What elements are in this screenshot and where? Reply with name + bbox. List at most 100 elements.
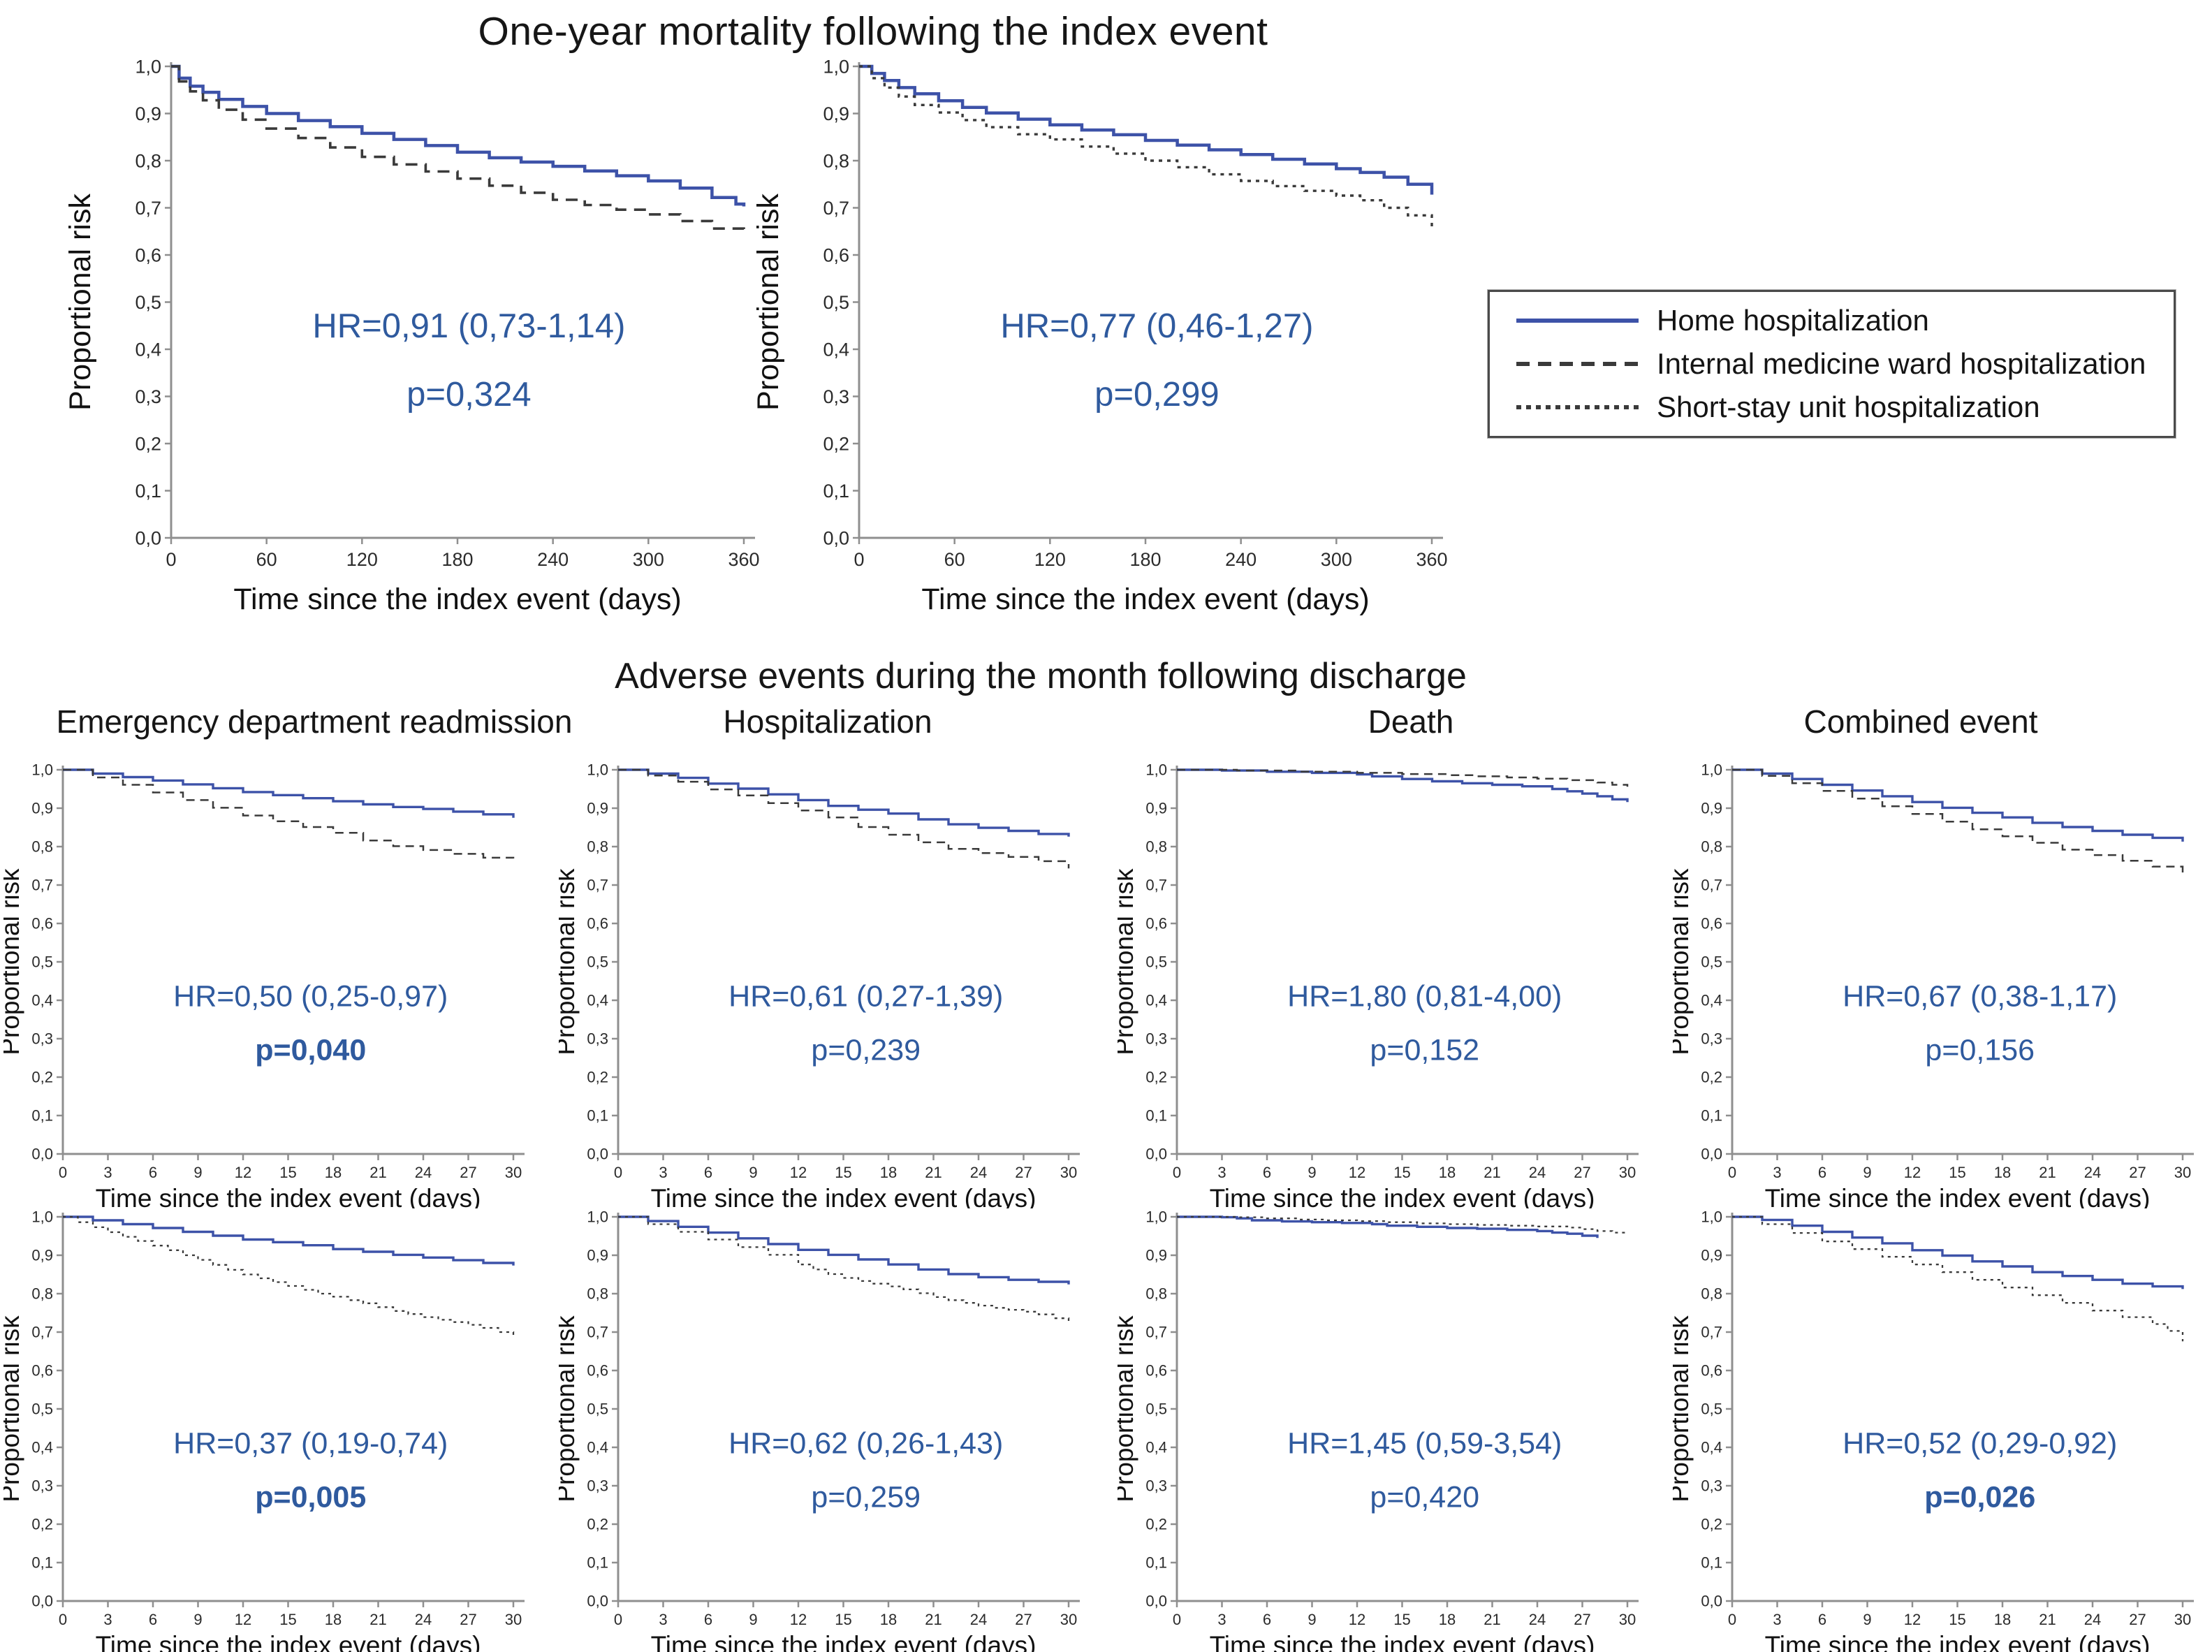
svg-text:21: 21 xyxy=(925,1611,942,1628)
svg-text:0,0: 0,0 xyxy=(135,527,161,548)
svg-text:HR=0,61 (0,27-1,39): HR=0,61 (0,27-1,39) xyxy=(728,979,1003,1013)
svg-text:0,0: 0,0 xyxy=(823,527,849,548)
svg-text:30: 30 xyxy=(1060,1164,1077,1181)
svg-text:Time since the index event (da: Time since the index event (days) xyxy=(1210,1631,1595,1652)
km-plot-hospitalization-vs-ward: 0,0 0,1 0,2 0,3 0,4 0,5 0,6 0,7 0,8 0,9 1,0 0 3 6 9 12 1… xyxy=(551,761,1104,1213)
svg-text:0,6: 0,6 xyxy=(31,1362,53,1380)
svg-text:0,7: 0,7 xyxy=(31,877,53,894)
column-title-hospitalization: Hospitalization xyxy=(723,703,932,740)
svg-text:0: 0 xyxy=(166,549,176,570)
svg-text:0,0: 0,0 xyxy=(31,1593,53,1610)
svg-text:12: 12 xyxy=(1904,1611,1921,1628)
svg-text:12: 12 xyxy=(235,1164,251,1181)
svg-text:0,1: 0,1 xyxy=(587,1107,608,1125)
svg-text:1,0: 1,0 xyxy=(587,1208,608,1226)
svg-text:0,2: 0,2 xyxy=(587,1069,608,1086)
km-plot-death-vs-ward: 0,0 0,1 0,2 0,3 0,4 0,5 0,6 0,7 0,8 0,9 1,0 0 3 6 9 12 1… xyxy=(1110,761,1662,1213)
svg-text:Proportional risk: Proportional risk xyxy=(559,868,580,1055)
svg-text:60: 60 xyxy=(256,549,277,570)
svg-text:240: 240 xyxy=(537,549,569,570)
svg-text:Proportional risk: Proportional risk xyxy=(1673,1315,1694,1503)
svg-text:0,1: 0,1 xyxy=(1145,1107,1167,1125)
svg-text:0: 0 xyxy=(1728,1164,1736,1181)
svg-text:30: 30 xyxy=(2174,1164,2191,1181)
svg-text:Proportional risk: Proportional risk xyxy=(1118,868,1138,1055)
svg-text:0,8: 0,8 xyxy=(1145,1285,1167,1303)
svg-text:0: 0 xyxy=(1173,1164,1181,1181)
svg-text:0,5: 0,5 xyxy=(1145,1401,1167,1418)
svg-text:1,0: 1,0 xyxy=(31,761,53,779)
svg-text:0,4: 0,4 xyxy=(31,1439,53,1456)
svg-text:24: 24 xyxy=(2084,1611,2101,1628)
svg-text:21: 21 xyxy=(369,1611,386,1628)
svg-text:27: 27 xyxy=(460,1611,476,1628)
svg-text:0,2: 0,2 xyxy=(1145,1069,1167,1086)
svg-text:1,0: 1,0 xyxy=(823,56,849,77)
column-title-death: Death xyxy=(1368,703,1454,740)
svg-text:Time since the index event (da: Time since the index event (days) xyxy=(651,1184,1037,1208)
svg-text:360: 360 xyxy=(1416,549,1447,570)
svg-text:6: 6 xyxy=(704,1164,712,1181)
svg-text:0,6: 0,6 xyxy=(1145,1362,1167,1380)
svg-text:0,3: 0,3 xyxy=(823,386,849,407)
svg-text:1,0: 1,0 xyxy=(31,1208,53,1226)
svg-text:60: 60 xyxy=(944,549,965,570)
svg-text:0,5: 0,5 xyxy=(1145,953,1167,971)
svg-text:9: 9 xyxy=(1863,1164,1871,1181)
km-plot-death-vs-short-stay: 0,0 0,1 0,2 0,3 0,4 0,5 0,6 0,7 0,8 0,9 1,0 0 3 6 9 12 1… xyxy=(1110,1208,1662,1652)
svg-text:12: 12 xyxy=(1904,1164,1921,1181)
svg-text:0,7: 0,7 xyxy=(587,877,608,894)
svg-text:30: 30 xyxy=(1619,1611,1636,1628)
svg-text:21: 21 xyxy=(925,1164,942,1181)
svg-text:180: 180 xyxy=(441,549,473,570)
svg-text:0,1: 0,1 xyxy=(1145,1554,1167,1572)
dashed-line-sample-icon xyxy=(1516,362,1639,366)
svg-text:15: 15 xyxy=(1393,1611,1410,1628)
svg-text:0,0: 0,0 xyxy=(587,1146,608,1163)
svg-text:27: 27 xyxy=(1574,1611,1590,1628)
section-title-adverse-events: Adverse events during the month followin… xyxy=(615,656,1467,696)
svg-text:p=0,040: p=0,040 xyxy=(255,1033,366,1067)
svg-text:0,8: 0,8 xyxy=(1701,838,1722,856)
svg-text:3: 3 xyxy=(1217,1611,1226,1628)
svg-text:12: 12 xyxy=(235,1611,251,1628)
svg-text:0,0: 0,0 xyxy=(1145,1146,1167,1163)
svg-text:24: 24 xyxy=(415,1164,432,1181)
svg-text:360: 360 xyxy=(728,549,759,570)
svg-text:0: 0 xyxy=(614,1611,622,1628)
svg-text:0,9: 0,9 xyxy=(587,1247,608,1264)
svg-text:0,9: 0,9 xyxy=(135,103,161,124)
svg-text:HR=0,62 (0,26-1,43): HR=0,62 (0,26-1,43) xyxy=(728,1426,1003,1460)
svg-text:27: 27 xyxy=(1015,1164,1032,1181)
svg-text:0,6: 0,6 xyxy=(1701,1362,1722,1380)
svg-text:0,1: 0,1 xyxy=(31,1554,53,1572)
svg-text:Time since the index event (da: Time since the index event (days) xyxy=(1765,1184,2151,1208)
svg-text:Proportional risk: Proportional risk xyxy=(1118,1315,1138,1503)
svg-text:24: 24 xyxy=(970,1611,987,1628)
svg-text:p=0,005: p=0,005 xyxy=(255,1480,366,1514)
svg-text:9: 9 xyxy=(749,1611,757,1628)
svg-text:Time since the index event (da: Time since the index event (days) xyxy=(1210,1184,1595,1208)
svg-text:0,9: 0,9 xyxy=(31,800,53,817)
km-plot-combined-vs-ward: 0,0 0,1 0,2 0,3 0,4 0,5 0,6 0,7 0,8 0,9 1,0 0 3 6 9 12 1… xyxy=(1665,761,2212,1213)
svg-text:3: 3 xyxy=(659,1611,667,1628)
svg-text:18: 18 xyxy=(325,1164,342,1181)
legend-label: Short-stay unit hospitalization xyxy=(1657,390,2040,423)
km-plot-mortality-vs-ward: 0,0 0,1 0,2 0,3 0,4 0,5 0,6 0,7 0,8 0,9 1,0 0 60 120 1… xyxy=(59,38,800,631)
svg-text:15: 15 xyxy=(1949,1164,1965,1181)
svg-text:1,0: 1,0 xyxy=(1701,761,1722,779)
svg-text:6: 6 xyxy=(149,1164,157,1181)
column-title-combined-event: Combined event xyxy=(1803,703,2038,740)
svg-text:0,2: 0,2 xyxy=(1701,1516,1722,1533)
svg-text:27: 27 xyxy=(1015,1611,1032,1628)
svg-text:18: 18 xyxy=(1994,1611,2011,1628)
svg-text:15: 15 xyxy=(835,1611,851,1628)
km-plot-hospitalization-vs-short-stay: 0,0 0,1 0,2 0,3 0,4 0,5 0,6 0,7 0,8 0,9 1,0 0 3 6 9 12 1… xyxy=(551,1208,1104,1652)
svg-text:0,2: 0,2 xyxy=(1145,1516,1167,1533)
svg-text:6: 6 xyxy=(1818,1611,1826,1628)
svg-text:0,3: 0,3 xyxy=(587,1477,608,1495)
svg-text:0,1: 0,1 xyxy=(135,481,161,502)
svg-text:p=0,299: p=0,299 xyxy=(1094,376,1219,414)
svg-text:0,3: 0,3 xyxy=(31,1030,53,1048)
svg-text:0,0: 0,0 xyxy=(31,1146,53,1163)
